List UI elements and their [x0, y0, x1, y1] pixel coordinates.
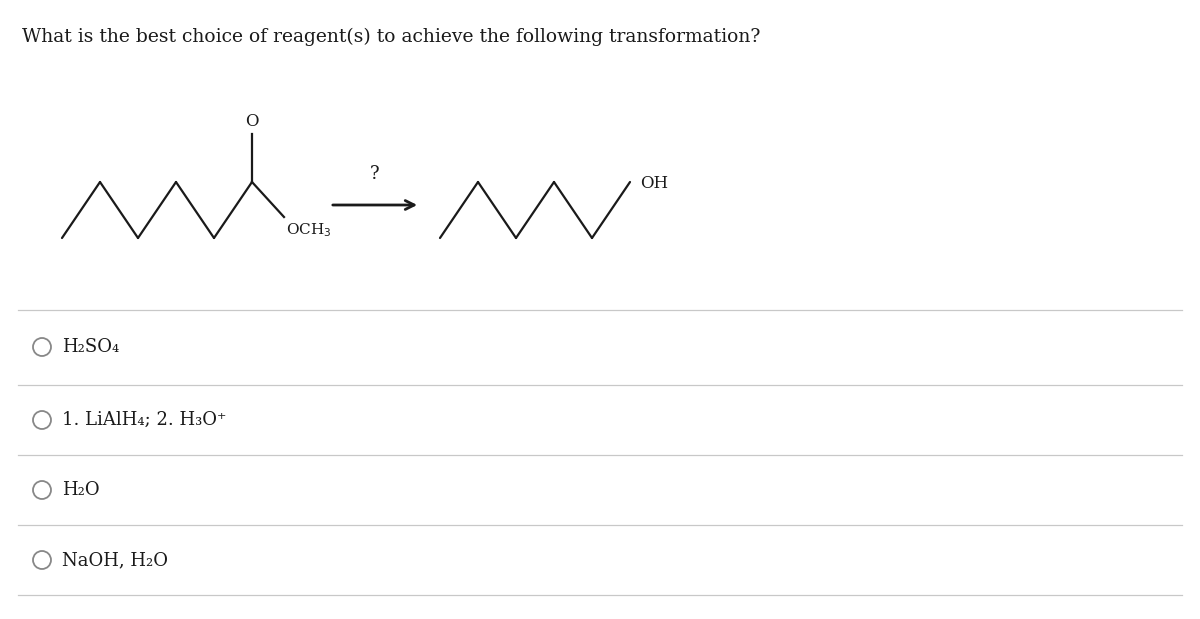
Text: 1. LiAlH₄; 2. H₃O⁺: 1. LiAlH₄; 2. H₃O⁺ [62, 411, 227, 429]
Text: ?: ? [370, 165, 380, 183]
Text: H₂O: H₂O [62, 481, 100, 499]
Text: O: O [245, 113, 259, 130]
Text: H₂SO₄: H₂SO₄ [62, 338, 119, 356]
Text: OCH$_3$: OCH$_3$ [286, 221, 331, 239]
Text: OH: OH [640, 176, 668, 193]
Text: What is the best choice of reagent(s) to achieve the following transformation?: What is the best choice of reagent(s) to… [22, 28, 761, 46]
Text: NaOH, H₂O: NaOH, H₂O [62, 551, 168, 569]
